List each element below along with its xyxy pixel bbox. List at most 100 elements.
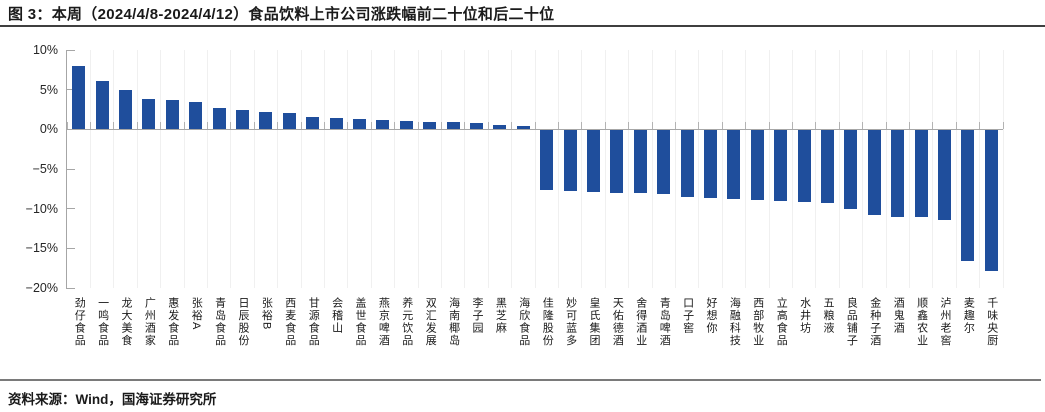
bar: [329, 118, 343, 130]
bar: [165, 99, 179, 130]
bar: [797, 129, 811, 203]
category-tick: [979, 122, 981, 130]
bar: [750, 129, 764, 200]
x-axis-zero-line: [67, 128, 1003, 130]
gridline: [604, 50, 606, 288]
category-tick: [885, 122, 887, 130]
x-axis-label: 青岛食品: [213, 297, 226, 347]
bar: [236, 109, 249, 130]
bar: [984, 129, 998, 271]
gridline: [791, 50, 793, 288]
x-axis-label: 西部牧业: [751, 297, 764, 347]
x-axis-label: 劲仔食品: [73, 297, 86, 347]
x-axis-label: 皇氏集团: [588, 297, 600, 347]
bar: [212, 107, 226, 130]
x-axis-label: 养元饮品: [400, 297, 413, 347]
x-axis-label: 海南椰岛: [447, 297, 460, 347]
gridline: [768, 50, 770, 288]
category-tick: [113, 122, 115, 130]
bar: [914, 129, 928, 217]
gridline: [721, 50, 723, 288]
y-axis-tick: [66, 89, 75, 91]
gridline: [885, 50, 887, 288]
category-tick: [745, 122, 747, 130]
gridline: [394, 50, 396, 288]
category-tick: [370, 122, 372, 130]
category-tick: [440, 122, 442, 130]
bar: [704, 129, 717, 199]
x-axis-label: 一鸣食品: [96, 297, 109, 347]
category-tick: [160, 122, 162, 130]
x-axis-label: 酒鬼酒: [892, 297, 905, 335]
x-axis-label: 李子园: [471, 297, 483, 335]
gridline: [979, 50, 981, 288]
gridline: [183, 50, 185, 288]
x-axis-label: 千味央厨: [985, 297, 998, 347]
y-axis-tick: [66, 287, 75, 289]
x-axis-label: 广州酒家: [143, 297, 156, 347]
category-tick: [651, 122, 653, 130]
category-tick: [932, 122, 934, 130]
gridline: [745, 50, 747, 288]
bar: [306, 117, 320, 130]
bar: [353, 119, 366, 130]
bar: [95, 80, 109, 130]
bar-chart: 10% 5% 0% −5% −10% −15% −20% 劲仔食品 一鸣食品 龙大美食 广州酒家惠…: [0, 28, 1045, 378]
gridline: [230, 50, 232, 288]
category-tick: [557, 122, 559, 130]
y-axis-label: −20%: [25, 281, 58, 295]
gridline: [557, 50, 559, 288]
gridline: [277, 50, 279, 288]
gridline: [347, 50, 349, 288]
gridline: [815, 50, 817, 288]
bar: [844, 129, 858, 209]
x-axis-label: 金种子酒: [868, 297, 881, 347]
category-tick: [511, 122, 513, 130]
x-axis-label: 五粮液: [822, 297, 834, 335]
footer-divider: [0, 379, 1041, 381]
x-axis-label: 海欣食品: [517, 297, 530, 347]
x-axis-label: 双汇发展: [424, 297, 437, 347]
category-tick: [674, 122, 676, 130]
category-tick: [89, 122, 91, 130]
category-tick: [277, 122, 279, 130]
x-axis-label: 立高食品: [775, 297, 788, 347]
category-tick: [183, 122, 185, 130]
source-note: 资料来源：Wind，国海证券研究所: [8, 392, 217, 407]
category-tick: [487, 122, 489, 130]
category-tick: [230, 122, 232, 130]
y-axis-label: −5%: [32, 162, 58, 176]
category-tick: [253, 122, 255, 130]
x-axis-label: 甘源食品: [307, 297, 320, 347]
bar: [376, 119, 390, 130]
category-tick: [628, 122, 630, 130]
bar: [867, 129, 881, 215]
gridline: [1002, 50, 1004, 288]
x-axis-label: 泸州老窖: [939, 297, 951, 347]
figure-title: 图 3：本周（2024/4/8-2024/4/12）食品饮料上市公司涨跌幅前二十…: [8, 6, 555, 23]
category-tick: [206, 122, 208, 130]
bar: [610, 129, 624, 193]
gridline: [955, 50, 957, 288]
category-tick: [815, 122, 817, 130]
category-tick: [300, 122, 302, 130]
x-axis-label: 妙可蓝多: [564, 297, 577, 347]
y-axis-label: 5%: [39, 82, 58, 97]
category-tick: [838, 122, 840, 130]
gridline: [89, 50, 91, 288]
x-axis-label: 口子窖: [681, 297, 694, 335]
bar: [821, 129, 834, 204]
x-axis-label: 好想你: [705, 297, 717, 335]
x-axis-label: 龙大美食: [120, 297, 132, 347]
gridline: [698, 50, 700, 288]
category-tick: [908, 122, 910, 130]
bar: [119, 90, 132, 130]
gridline: [440, 50, 442, 288]
x-axis-label: 燕京啤酒: [377, 297, 390, 347]
bar: [423, 122, 437, 130]
gridline: [581, 50, 583, 288]
y-axis-tick: [66, 168, 75, 170]
bar: [189, 101, 203, 130]
gridline: [487, 50, 489, 288]
